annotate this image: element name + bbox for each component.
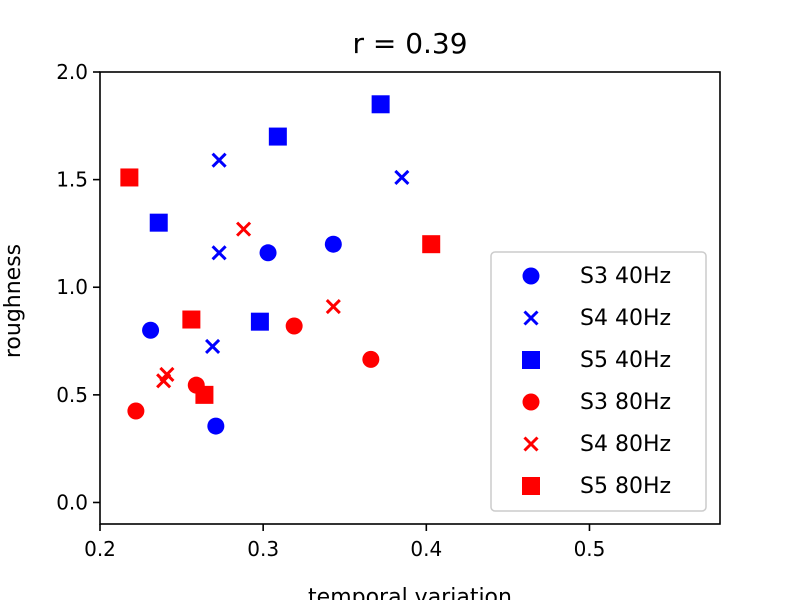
data-point xyxy=(120,168,139,187)
data-point xyxy=(205,338,221,354)
y-tick-label: 0.5 xyxy=(56,383,88,407)
axes-frame xyxy=(99,71,721,525)
data-point xyxy=(325,299,341,315)
legend-marker xyxy=(522,477,540,495)
legend-box xyxy=(490,251,707,512)
legend-label: S4 80Hz xyxy=(580,432,671,457)
legend-label: S3 80Hz xyxy=(580,390,671,415)
data-point xyxy=(285,317,303,335)
data-point xyxy=(182,310,201,329)
legend-item: S5 40Hz xyxy=(522,348,671,373)
legend-item: S4 40Hz xyxy=(523,306,671,331)
x-tick-label: 0.2 xyxy=(84,537,116,561)
plot-area xyxy=(99,71,721,525)
data-point xyxy=(127,402,145,420)
x-axis-ticks: 0.2 0.3 0.4 0.5 xyxy=(84,524,605,561)
legend-marker xyxy=(522,393,540,411)
data-point xyxy=(142,321,160,339)
legend: S3 40Hz S4 40Hz S5 40Hz S3 80Hz S4 80Hz S5 80… xyxy=(490,251,707,512)
legend-item: S5 80Hz xyxy=(522,474,671,499)
data-point xyxy=(362,350,380,368)
legend-label: S5 40Hz xyxy=(580,348,671,373)
data-point xyxy=(394,169,410,186)
series-s3-80hz xyxy=(127,317,380,420)
y-tick-label: 0.0 xyxy=(56,490,88,514)
series-s4-40hz xyxy=(205,152,410,354)
legend-marker xyxy=(523,310,539,326)
data-point xyxy=(371,95,390,114)
data-point xyxy=(259,244,277,262)
data-point xyxy=(207,417,225,435)
legend-marker xyxy=(522,351,540,369)
series-s5-80hz xyxy=(120,168,441,404)
legend-item: S4 80Hz xyxy=(523,432,671,457)
x-tick-label: 0.4 xyxy=(410,537,442,561)
series-s5-40hz xyxy=(149,95,390,331)
x-tick-label: 0.3 xyxy=(247,537,279,561)
data-point xyxy=(268,127,287,146)
data-point xyxy=(156,373,172,389)
legend-item: S3 40Hz xyxy=(522,264,671,289)
legend-marker xyxy=(522,267,540,285)
legend-label: S4 40Hz xyxy=(580,306,671,331)
series-s3-40hz xyxy=(142,235,342,435)
y-axis-ticks: 0.0 0.5 1.0 1.5 2.0 xyxy=(56,60,100,514)
chart-title: r = 0.39 xyxy=(352,27,467,60)
series-s4-80hz xyxy=(156,221,341,389)
data-point xyxy=(422,235,441,254)
data-point xyxy=(250,312,269,331)
legend-item: S3 80Hz xyxy=(522,390,671,415)
data-point xyxy=(211,245,227,261)
data-point xyxy=(324,235,342,253)
data-point xyxy=(211,152,227,168)
data-point xyxy=(195,385,214,404)
y-tick-label: 1.5 xyxy=(56,168,88,192)
data-point xyxy=(236,221,252,237)
y-tick-label: 1.0 xyxy=(56,275,88,299)
y-axis-label: roughness xyxy=(1,244,26,358)
x-axis-label: temporal variation xyxy=(308,585,512,600)
legend-label: S3 40Hz xyxy=(580,264,671,289)
data-point xyxy=(149,213,168,232)
legend-marker xyxy=(523,436,539,452)
y-tick-label: 2.0 xyxy=(56,60,88,84)
x-tick-label: 0.5 xyxy=(574,537,606,561)
legend-label: S5 80Hz xyxy=(580,474,671,499)
